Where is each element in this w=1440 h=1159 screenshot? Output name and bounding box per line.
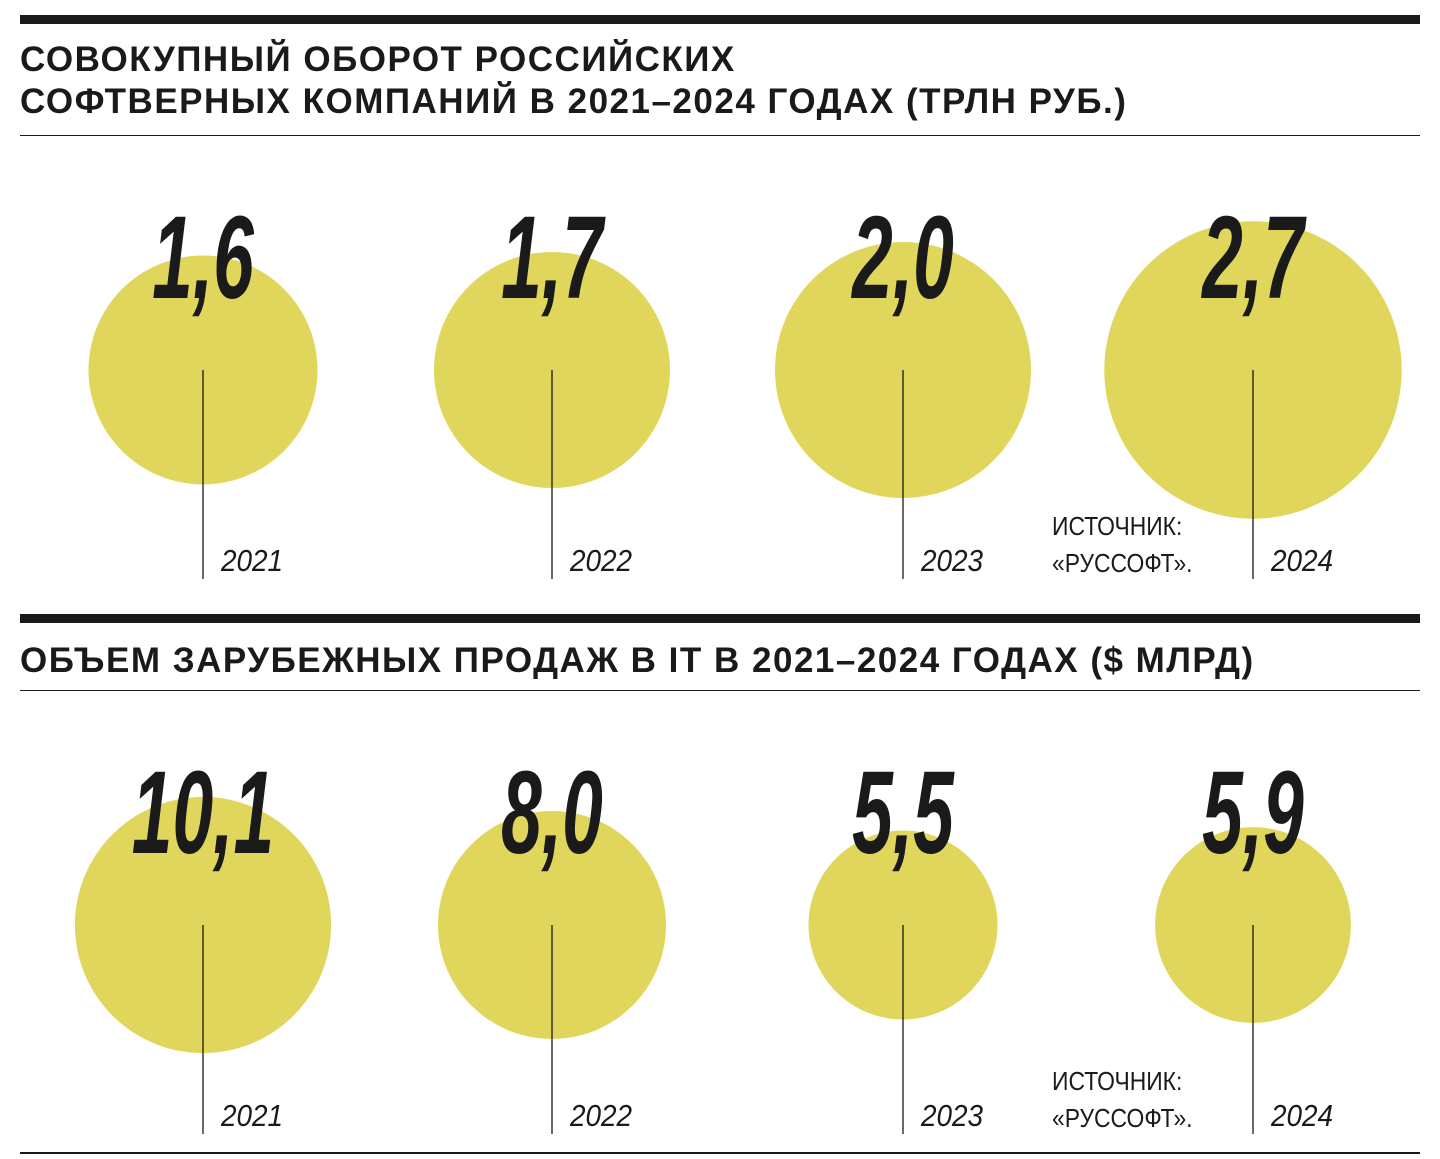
value-label-2022: 8,0 <box>501 746 603 878</box>
chart-2-title-rule <box>20 690 1420 691</box>
chart-1-source-line-1: ИСТОЧНИК: <box>1052 511 1183 541</box>
chart-2: 10,1 2021 8,0 2022 5,5 2023 5,9 2024 <box>0 705 1440 1145</box>
top-rule <box>20 15 1420 24</box>
chart-1-source: ИСТОЧНИК: «РУССОФТ». <box>1052 508 1193 582</box>
year-label-2023: 2023 <box>920 544 984 579</box>
value-label-2022: 1,7 <box>501 191 606 323</box>
value-label-2024: 5,9 <box>1202 746 1304 878</box>
year-label-2022: 2022 <box>569 1099 632 1134</box>
value-label-2023: 5,5 <box>852 746 955 878</box>
chart-2-svg: 10,1 2021 8,0 2022 5,5 2023 5,9 2024 <box>74 746 1351 1134</box>
year-label-2022: 2022 <box>569 544 632 579</box>
year-label-2024: 2024 <box>1270 1099 1333 1134</box>
chart-1-title-line-1: СОВОКУПНЫЙ ОБОРОТ РОССИЙСКИХ <box>20 40 736 79</box>
chart-1-source-line-2: «РУССОФТ». <box>1052 548 1193 578</box>
value-label-2021: 1,6 <box>152 191 255 323</box>
chart-2-source: ИСТОЧНИК: «РУССОФТ». <box>1052 1063 1193 1137</box>
chart-1-title-line-2: СОФТВЕРНЫХ КОМПАНИЙ В 2021–2024 ГОДАХ (Т… <box>20 82 1128 121</box>
chart-1-svg: 1,6 2021 1,7 2022 2,0 2023 2,7 2024 <box>88 191 1402 579</box>
value-label-2023: 2,0 <box>851 191 954 323</box>
year-label-2021: 2021 <box>220 1099 283 1134</box>
chart-2-title-line-1: ОБЪЕМ ЗАРУБЕЖНЫХ ПРОДАЖ В IT В 2021–2024… <box>20 641 1255 680</box>
bottom-rule <box>20 1152 1420 1154</box>
value-label-2021: 10,1 <box>132 746 274 878</box>
year-label-2024: 2024 <box>1270 544 1333 579</box>
value-label-2024: 2,7 <box>1201 191 1307 323</box>
year-label-2021: 2021 <box>220 544 283 579</box>
chart-1-title-rule <box>20 135 1420 136</box>
chart-1-title: СОВОКУПНЫЙ ОБОРОТ РОССИЙСКИХ СОФТВЕРНЫХ … <box>20 39 1127 123</box>
chart-2-source-line-1: ИСТОЧНИК: <box>1052 1066 1183 1096</box>
middle-rule <box>20 614 1420 623</box>
year-label-2023: 2023 <box>920 1099 984 1134</box>
chart-2-source-line-2: «РУССОФТ». <box>1052 1103 1193 1133</box>
chart-1: 1,6 2021 1,7 2022 2,0 2023 2,7 2024 <box>0 150 1440 590</box>
chart-2-title: ОБЪЕМ ЗАРУБЕЖНЫХ ПРОДАЖ В IT В 2021–2024… <box>20 640 1255 682</box>
